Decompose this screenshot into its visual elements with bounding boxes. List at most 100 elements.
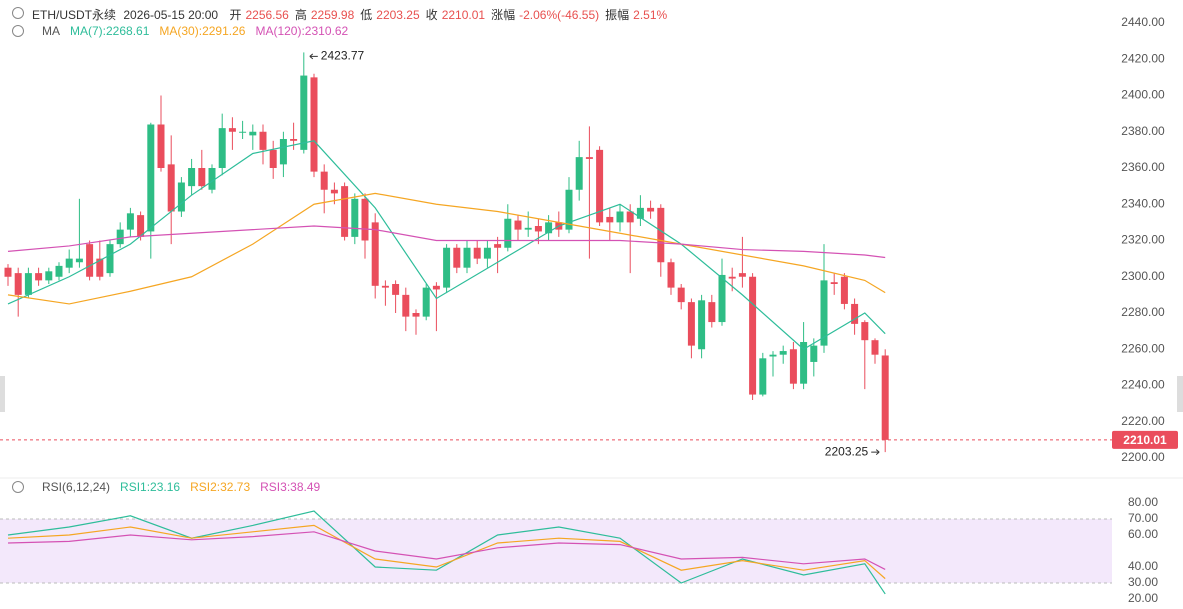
candle-body xyxy=(647,207,655,212)
y-tick-label: 2340.00 xyxy=(1121,196,1165,210)
candle-body xyxy=(432,285,440,290)
collapse-icon[interactable] xyxy=(12,25,24,37)
y-tick-label: 2240.00 xyxy=(1121,378,1165,392)
candle-body xyxy=(779,351,787,355)
candle-body xyxy=(483,247,491,259)
candle-body xyxy=(636,207,644,219)
field-label: 振幅 xyxy=(605,8,630,22)
candle-body xyxy=(749,276,757,395)
ma-legend: MA MA(7):2268.61 MA(30):2291.26 MA(120):231… xyxy=(32,24,358,38)
candle-body xyxy=(55,265,63,277)
candle-body xyxy=(341,186,349,237)
candle-body xyxy=(596,149,604,223)
candle-body xyxy=(514,220,522,230)
y-tick-label: 70.00 xyxy=(1128,511,1158,525)
field-value: 2203.25 xyxy=(376,8,420,22)
candle-body xyxy=(330,189,338,194)
candle-body xyxy=(259,131,267,150)
legend-title: MA xyxy=(42,24,60,38)
candle-body xyxy=(473,247,481,259)
left-handle[interactable] xyxy=(0,376,5,412)
candle-body xyxy=(769,354,777,357)
field-value: 2.51% xyxy=(633,8,668,22)
field-value: 2210.01 xyxy=(441,8,486,22)
candle-body xyxy=(86,244,94,277)
legend-entry: MA(120):2310.62 xyxy=(255,24,349,38)
collapse-icon[interactable] xyxy=(12,481,24,493)
candle-body xyxy=(147,124,155,232)
candle-body xyxy=(351,198,359,237)
legend-entry: RSI2:32.73 xyxy=(190,480,251,494)
symbol: ETH/USDT永续 xyxy=(32,8,117,22)
y-tick-label: 20.00 xyxy=(1128,591,1158,605)
indicator-line xyxy=(7,531,886,570)
candle-body xyxy=(800,342,808,384)
candle-body xyxy=(371,222,379,286)
field-value: 2256.56 xyxy=(245,8,289,22)
last-price-tag xyxy=(1112,430,1178,449)
y-tick-label: 2420.00 xyxy=(1121,51,1165,65)
indicator-line xyxy=(7,524,886,580)
legend-title: RSI(6,12,24) xyxy=(42,480,111,494)
field-label: 开 xyxy=(229,8,242,22)
y-tick-label: 30.00 xyxy=(1128,575,1158,589)
candle-body xyxy=(381,285,389,288)
y-tick-label: 2360.00 xyxy=(1121,160,1165,174)
y-tick-label: 40.00 xyxy=(1128,559,1158,573)
candle-body xyxy=(585,157,593,159)
candle-body xyxy=(320,171,328,190)
candle-body xyxy=(738,273,746,277)
candle-body xyxy=(14,273,22,295)
candle-body xyxy=(524,227,532,230)
field-value: 2259.98 xyxy=(310,8,355,22)
candle-body xyxy=(606,216,614,223)
y-tick-label: 2300.00 xyxy=(1121,269,1165,283)
candle-body xyxy=(861,322,869,341)
arrow xyxy=(309,53,318,60)
low-label: 2203.25 xyxy=(825,444,869,458)
indicator-line xyxy=(7,140,886,350)
candle-body xyxy=(545,222,553,234)
right-handle[interactable] xyxy=(1177,376,1183,412)
candle-body xyxy=(708,302,716,323)
candle-body xyxy=(106,244,114,274)
field-label: 低 xyxy=(360,8,373,22)
legend-entry: RSI1:23.16 xyxy=(120,480,181,494)
candle-body xyxy=(565,189,573,230)
candle-body xyxy=(290,139,298,141)
legend-entry: MA(30):2291.26 xyxy=(159,24,246,38)
candle-body xyxy=(494,244,502,248)
candle-body xyxy=(820,280,828,346)
candle-body xyxy=(35,273,43,281)
candle-body xyxy=(75,258,83,263)
rsi-band xyxy=(0,519,1112,583)
candle-body xyxy=(667,262,675,288)
candle-body xyxy=(851,303,859,324)
candle-body xyxy=(463,247,471,268)
candle-body xyxy=(45,271,53,281)
candle-body xyxy=(626,211,634,223)
candle-body xyxy=(718,274,726,323)
header: ETH/USDT永续 2026-05-15 20:00 开 2256.56 高 225… xyxy=(32,6,677,23)
last-price-label: 2210.01 xyxy=(1123,433,1167,447)
candle-body xyxy=(310,77,318,172)
y-tick-label: 2440.00 xyxy=(1121,15,1165,29)
candle-body xyxy=(504,218,512,248)
candle-body xyxy=(728,276,736,279)
candle-body xyxy=(269,149,277,168)
collapse-icon[interactable] xyxy=(12,7,24,19)
y-tick-label: 2220.00 xyxy=(1121,414,1165,428)
indicator-line xyxy=(7,225,886,259)
field-value: -2.06%(-46.55) xyxy=(519,8,600,22)
y-tick-label: 2260.00 xyxy=(1121,341,1165,355)
candle-body xyxy=(279,139,287,165)
candle-body xyxy=(789,349,797,384)
candle-body xyxy=(677,287,685,303)
candle-body xyxy=(361,198,369,241)
candle-body xyxy=(137,215,145,237)
arrow xyxy=(871,449,880,455)
candle-body xyxy=(698,300,706,350)
candle-body xyxy=(126,213,134,230)
